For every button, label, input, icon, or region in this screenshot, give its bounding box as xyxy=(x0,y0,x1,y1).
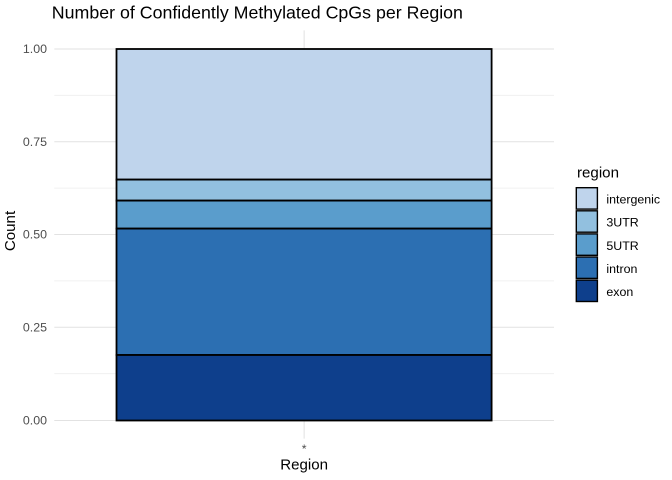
svg-text:Number of Confidently Methylat: Number of Confidently Methylated CpGs pe… xyxy=(52,3,463,23)
svg-text:Region: Region xyxy=(280,456,328,473)
svg-text:Count: Count xyxy=(2,210,19,251)
svg-text:1.00: 1.00 xyxy=(23,42,47,56)
svg-text:0.75: 0.75 xyxy=(23,135,47,149)
svg-text:3UTR: 3UTR xyxy=(606,216,638,230)
svg-text:intron: intron xyxy=(606,262,637,276)
svg-text:*: * xyxy=(302,442,307,456)
svg-text:region: region xyxy=(577,165,619,182)
svg-text:intergenic: intergenic xyxy=(606,193,660,207)
svg-text:0.00: 0.00 xyxy=(23,414,47,428)
svg-text:0.25: 0.25 xyxy=(23,320,47,334)
svg-text:exon: exon xyxy=(606,285,633,299)
svg-text:0.50: 0.50 xyxy=(23,228,47,242)
svg-text:5UTR: 5UTR xyxy=(606,239,638,253)
